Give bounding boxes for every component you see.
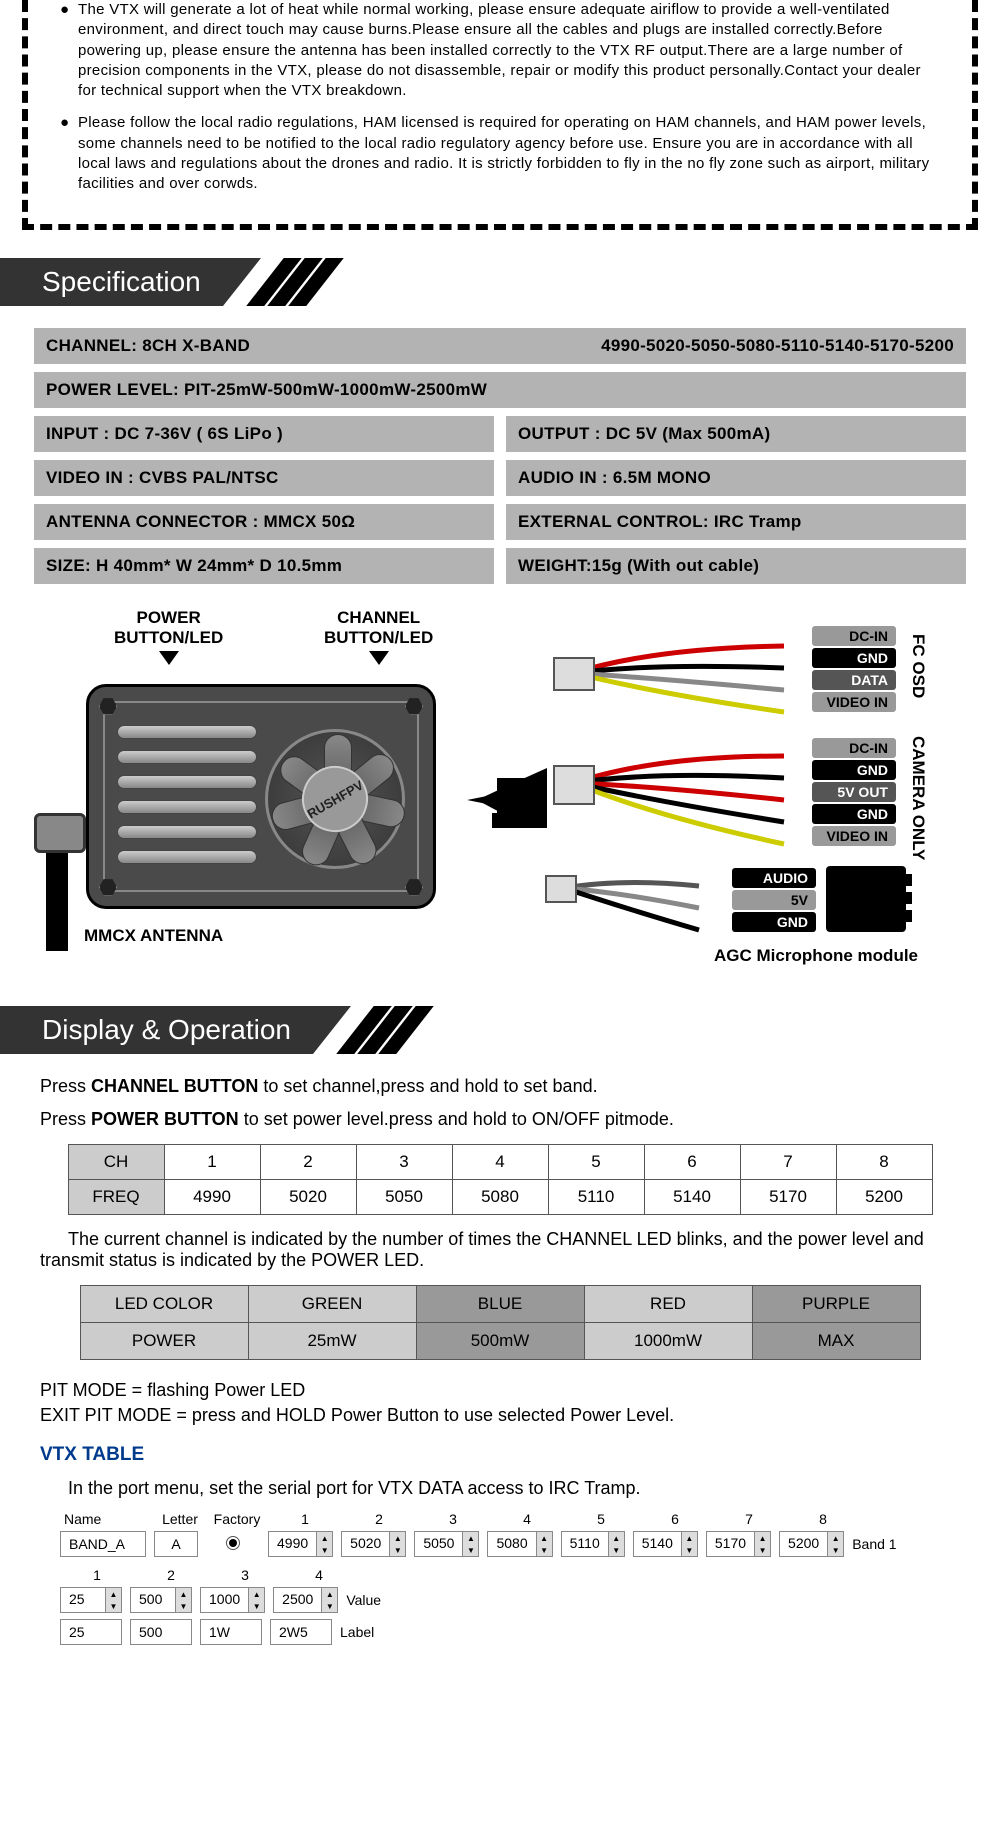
spec-antenna: ANTENNA CONNECTOR : MMCX 50Ω — [34, 504, 494, 540]
exit-pit-mode-note: EXIT PIT MODE = press and HOLD Power But… — [40, 1405, 960, 1426]
freq-table: CH 12 34 56 78 FREQ 49905020 50505080 51… — [68, 1144, 933, 1215]
fc-osd-pins: DC-IN GND DATA VIDEO IN — [812, 626, 896, 714]
display-operation-header: Display & Operation — [0, 1006, 1000, 1054]
channel-button-label: CHANNELBUTTON/LED — [324, 608, 433, 665]
spec-video-in: VIDEO IN : CVBS PAL/NTSC — [34, 460, 494, 496]
vtx-table-title: VTX TABLE — [40, 1444, 960, 1466]
band-row: BAND_A A 4990▲▼ 5020▲▼ 5050▲▼ 5080▲▼ 511… — [60, 1531, 960, 1557]
warning-regulations: Please follow the local radio regulation… — [78, 113, 942, 194]
band-letter-input[interactable]: A — [154, 1531, 198, 1557]
specification-header: Specification — [0, 258, 1000, 306]
warning-heat: The VTX will generate a lot of heat whil… — [78, 0, 942, 101]
spec-power-level: POWER LEVEL: PIT-25mW-500mW-1000mW-2500m… — [34, 372, 966, 408]
cable-graphic — [534, 638, 794, 938]
spec-weight: WEIGHT:15g (With out cable) — [506, 548, 966, 584]
pwr-spinner-3[interactable]: 1000▲▼ — [200, 1587, 265, 1613]
label-suffix: Label — [340, 1624, 374, 1640]
spec-output: OUTPUT : DC 5V (Max 500mA) — [506, 416, 966, 452]
lbl-input-3[interactable]: 1W — [200, 1619, 262, 1645]
vtx-table-ui: Name Letter Factory 1 2 3 4 5 6 7 8 BAND… — [60, 1511, 960, 1645]
freq-spinner-2[interactable]: 5020▲▼ — [341, 1531, 406, 1557]
freq-spinner-6[interactable]: 5140▲▼ — [633, 1531, 698, 1557]
wiring-diagram: POWERBUTTON/LED CHANNELBUTTON/LED RUSHFP… — [34, 608, 966, 978]
col-factory: Factory — [210, 1511, 264, 1527]
fc-osd-label: FC OSD — [908, 634, 928, 698]
camera-pins: DC-IN GND 5V OUT GND VIDEO IN — [812, 738, 896, 848]
specification-title: Specification — [0, 258, 223, 306]
arrow-down-icon — [159, 651, 179, 665]
freq-spinner-5[interactable]: 5110▲▼ — [561, 1531, 625, 1557]
power-button-label: POWERBUTTON/LED — [114, 608, 223, 665]
warning-box: The VTX will generate a lot of heat whil… — [22, 0, 978, 230]
fan-icon: RUSHFPV — [265, 729, 405, 869]
col-letter: Letter — [158, 1511, 202, 1527]
power-value-row: 25▲▼ 500▲▼ 1000▲▼ 2500▲▼ Value — [60, 1587, 960, 1613]
camera-only-label: CAMERA ONLY — [908, 736, 928, 860]
band-suffix: Band 1 — [852, 1536, 896, 1552]
power-button-instruction: Press POWER BUTTON to set power level.pr… — [40, 1109, 960, 1130]
arrow-down-icon — [369, 651, 389, 665]
value-suffix: Value — [346, 1592, 381, 1608]
led-table: LED COLOR GREEN BLUE RED PURPLE POWER 25… — [80, 1285, 921, 1360]
spec-grid: CHANNEL: 8CH X-BAND 4990-5020-5050-5080-… — [34, 328, 966, 584]
band-name-input[interactable]: BAND_A — [60, 1531, 146, 1557]
pwr-spinner-2[interactable]: 500▲▼ — [130, 1587, 192, 1613]
vtx-module-graphic: RUSHFPV — [86, 684, 436, 909]
led-note: The current channel is indicated by the … — [40, 1229, 960, 1271]
operation-instructions: Press CHANNEL BUTTON to set channel,pres… — [40, 1076, 960, 1499]
vtx-table-note: In the port menu, set the serial port fo… — [40, 1478, 960, 1499]
lbl-input-4[interactable]: 2W5 — [270, 1619, 332, 1645]
agc-label: AGC Microphone module — [686, 946, 946, 966]
freq-spinner-8[interactable]: 5200▲▼ — [779, 1531, 844, 1557]
lbl-input-2[interactable]: 500 — [130, 1619, 192, 1645]
spec-audio-in: AUDIO IN : 6.5M MONO — [506, 460, 966, 496]
col-name: Name — [64, 1511, 150, 1527]
spec-size: SIZE: H 40mm* W 24mm* D 10.5mm — [34, 548, 494, 584]
freq-spinner-1[interactable]: 4990▲▼ — [268, 1531, 333, 1557]
mic-module-graphic — [826, 866, 906, 932]
pwr-spinner-4[interactable]: 2500▲▼ — [273, 1587, 338, 1613]
freq-spinner-7[interactable]: 5170▲▼ — [706, 1531, 771, 1557]
spec-input: INPUT : DC 7-36V ( 6S LiPo ) — [34, 416, 494, 452]
factory-radio[interactable] — [226, 1536, 240, 1550]
mmcx-label: MMCX ANTENNA — [84, 926, 223, 946]
mmcx-connector-graphic — [34, 813, 86, 853]
channel-button-instruction: Press CHANNEL BUTTON to set channel,pres… — [40, 1076, 960, 1097]
freq-spinner-3[interactable]: 5050▲▼ — [414, 1531, 479, 1557]
display-operation-title: Display & Operation — [0, 1006, 313, 1054]
power-label-row: 25 500 1W 2W5 Label — [60, 1619, 960, 1645]
spec-ext-control: EXTERNAL CONTROL: IRC Tramp — [506, 504, 966, 540]
pwr-spinner-1[interactable]: 25▲▼ — [60, 1587, 122, 1613]
lbl-input-1[interactable]: 25 — [60, 1619, 122, 1645]
spec-channel: CHANNEL: 8CH X-BAND 4990-5020-5050-5080-… — [34, 328, 966, 364]
pit-mode-note: PIT MODE = flashing Power LED — [40, 1380, 960, 1401]
freq-spinner-4[interactable]: 5080▲▼ — [487, 1531, 552, 1557]
